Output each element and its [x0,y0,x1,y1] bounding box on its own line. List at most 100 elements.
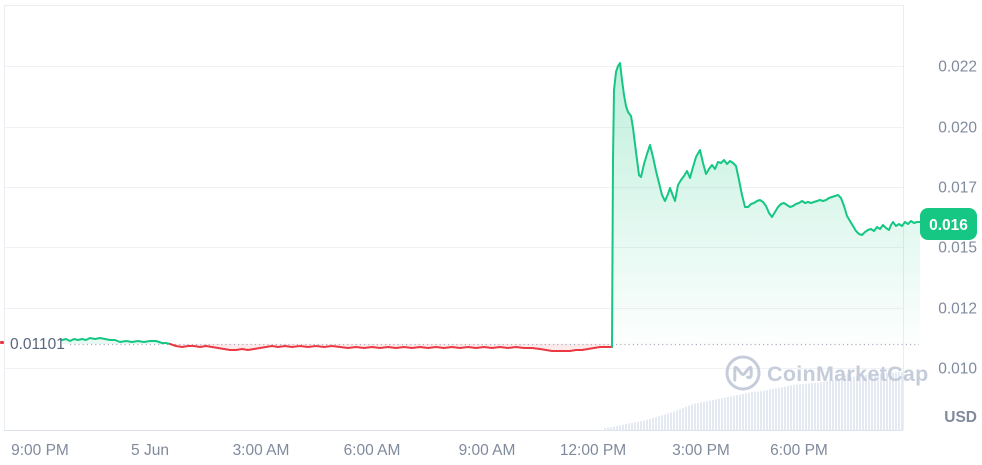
watermark: CoinMarketCap [725,355,929,391]
volume-bar [865,375,867,430]
volume-bar [685,406,687,430]
y-axis-label: 0.010 [938,361,977,378]
volume-bar [628,423,630,430]
volume-bar [736,395,738,430]
x-axis-label: 3:00 AM [233,442,290,459]
volume-bar [826,381,828,430]
volume-bar [880,373,882,430]
volume-bar [847,373,849,430]
volume-bar [679,409,681,430]
volume-bar [850,377,852,430]
volume-bar [712,400,714,430]
x-axis-label: 6:00 PM [770,442,828,459]
volume-bar [901,372,903,430]
x-axis-labels: 9:00 PM 5 Jun 3:00 AM 6:00 AM 9:00 AM 12:00 P… [11,442,828,459]
volume-bar [625,424,627,430]
volume-bar [814,382,816,430]
volume-bar [739,394,741,430]
volume-bar [667,413,669,430]
volume-bar [778,387,780,430]
watermark-text: CoinMarketCap [767,362,929,386]
volume-bar [610,427,612,430]
volume-bar [886,373,888,430]
volume-bar [832,380,834,430]
volume-bar [811,383,813,430]
volume-bar [805,383,807,430]
volume-bar [676,410,678,430]
volume-bar [841,378,843,430]
price-line-segment-green [61,337,171,345]
volume-bar [634,422,636,430]
volume-bar [862,375,864,430]
current-price-badge: 0.016 [920,208,977,240]
volume-bar [706,401,708,430]
open-price-baseline [0,341,919,346]
volume-bar [727,397,729,430]
price-line [61,62,921,352]
volume-bar [874,374,876,430]
volume-bar [772,389,774,430]
plot-border [4,5,904,431]
volume-bar [796,384,798,430]
open-price-tick [0,341,4,344]
volume-bar [766,390,768,430]
volume-bar [775,388,777,430]
volume-bar [664,414,666,430]
volume-bar [718,398,720,430]
volume-bar [655,417,657,430]
volume-bar [808,383,810,430]
volume-bar [637,421,639,430]
volume-bar [688,405,690,430]
volume-bar [613,426,615,430]
volume-bar [868,374,870,430]
volume-bar [733,395,735,430]
volume-bar [838,378,840,430]
y-axis-label: 0.015 [938,240,977,257]
x-axis-label: 12:00 PM [560,442,626,459]
coinmarketcap-logo-circle [725,355,761,391]
volume-bar [844,375,846,430]
volume-bar [883,373,885,430]
volume-bar [763,390,765,430]
x-axis-label: 9:00 PM [11,442,69,459]
volume-bar [802,384,804,430]
volume-bar [751,392,753,430]
volume-bar [649,418,651,430]
volume-bar [697,403,699,430]
volume-bar [709,400,711,430]
current-price-badge-bg [920,208,977,240]
volume-bar [781,387,783,430]
volume-bar [631,422,633,430]
volume-bar [646,419,648,430]
coinmarketcap-logo-m-icon [733,365,753,382]
volume-bar [859,375,861,430]
x-axis-label: 3:00 PM [672,442,730,459]
x-axis-label: 5 Jun [131,442,169,459]
volume-bars [604,372,903,430]
volume-bar [643,420,645,430]
y-axis-label: 0.012 [938,301,977,318]
volume-bar [835,379,837,430]
y-axis-label: 0.022 [938,59,977,76]
volume-bar [889,373,891,430]
price-area-fill [613,63,920,344]
volume-bar [607,427,609,430]
volume-bar [769,389,771,430]
volume-bar [748,392,750,430]
volume-bar [895,372,897,430]
current-price-badge-text: 0.016 [929,217,968,234]
y-axis-label: 0.017 [938,180,977,197]
volume-bar [616,426,618,430]
volume-bar [760,391,762,430]
volume-bar [892,372,894,430]
volume-bar [820,382,822,430]
volume-bar [673,411,675,430]
volume-bar [619,425,621,430]
volume-bar [703,401,705,430]
volume-bar [742,394,744,430]
volume-bar [790,385,792,430]
volume-bar [823,381,825,430]
volume-bar [856,376,858,430]
